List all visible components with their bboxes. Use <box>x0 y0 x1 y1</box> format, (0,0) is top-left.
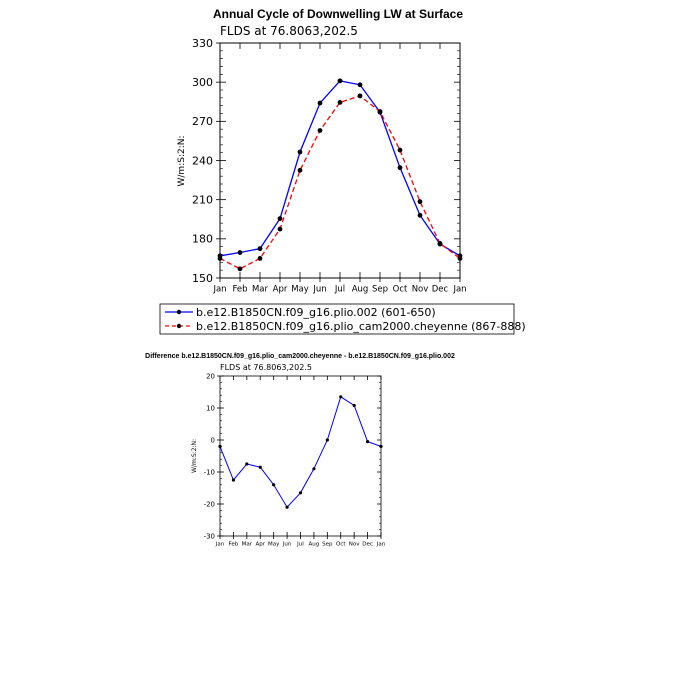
main-chart-xtick-label: Mar <box>252 285 269 295</box>
difference-chart-ytick-label: 10 <box>206 404 215 412</box>
difference-chart-series-1-point <box>231 478 236 482</box>
difference-chart-series-1-point <box>379 444 383 448</box>
main-chart-ytick-label: 300 <box>192 76 213 89</box>
difference-chart-frame <box>219 375 382 537</box>
difference-chart-xtick-label: Jun <box>282 542 292 548</box>
main-chart-subtitle: FLDS at 76.8063,202.5 <box>220 24 358 38</box>
difference-chart-subtitle: FLDS at 76.8063,202.5 <box>220 363 312 372</box>
difference-chart-xtick-label: Jan <box>376 542 386 548</box>
main-chart-ytick-label: 210 <box>192 194 213 207</box>
main-chart-series-1-point <box>417 212 423 218</box>
difference-chart-series-1-point <box>245 462 249 466</box>
main-chart-xtick-label: May <box>291 285 309 295</box>
main-chart-series-line-2 <box>219 95 461 270</box>
main-chart-series-1-point <box>277 216 283 221</box>
difference-chart-series-1-point <box>365 440 370 444</box>
main-chart-ylabel: W/m:S:2:N: <box>177 136 187 187</box>
difference-chart-ytick-label: -30 <box>204 532 215 540</box>
main-chart-xtick-label: Feb <box>232 285 247 295</box>
difference-chart-series-1-point <box>312 467 316 471</box>
difference-chart-xtick-label: Jul <box>296 542 304 548</box>
difference-chart-xtick-label: Aug <box>309 542 320 548</box>
difference-chart-xtick-label: Dec <box>362 542 373 548</box>
difference-chart-series-1-point <box>218 444 222 448</box>
main-chart-ytick-label: 180 <box>192 233 213 246</box>
main-chart-series-1-point <box>257 246 263 252</box>
main-chart-series-2-point <box>277 226 283 232</box>
difference-chart-series-1-point <box>339 395 343 399</box>
main-chart-series-2-point <box>457 256 463 261</box>
main-chart-series-1-point <box>317 100 323 106</box>
difference-chart-ytick-label: 20 <box>206 372 215 380</box>
main-chart-frame <box>219 42 461 279</box>
main-chart-series-2-point <box>317 128 323 133</box>
main-chart-series-2-point <box>397 147 403 153</box>
main-chart-title: Annual Cycle of Downwelling LW at Surfac… <box>213 7 463 21</box>
main-chart-ytick-label: 330 <box>192 37 213 50</box>
legend-box <box>159 303 515 335</box>
main-chart-xtick-label: Jan <box>212 285 226 295</box>
legend-marker-series-1 <box>176 309 182 315</box>
difference-chart-series-1-point <box>285 505 289 509</box>
difference-chart: Difference b.e12.B1850CN.f09_g16.plio_ca… <box>145 353 455 548</box>
difference-chart-xtick-label: Sep <box>322 542 333 548</box>
main-chart: Annual Cycle of Downwelling LW at Surfac… <box>159 7 526 335</box>
main-chart-ytick-label: 270 <box>192 115 213 128</box>
difference-chart-xtick-label: Apr <box>255 542 265 548</box>
legend-label-series-1: b.e12.B1850CN.f09_g16.plio.002 (601-650) <box>196 306 436 319</box>
main-chart-series-1-point <box>397 165 403 171</box>
main-chart-series-2-point <box>417 199 423 205</box>
main-chart-series-2-point <box>217 256 223 261</box>
main-chart-xtick-label: Apr <box>273 285 288 295</box>
difference-chart-xtick-label: Mar <box>242 542 253 548</box>
difference-chart-series-1-point <box>272 483 276 487</box>
main-chart-xtick-label: Aug <box>352 285 369 295</box>
main-chart-series-2-point <box>357 93 363 99</box>
main-chart-xtick-label: Jan <box>452 285 466 295</box>
main-chart-series-1-point <box>337 78 343 84</box>
main-chart-xtick-label: Oct <box>393 285 408 295</box>
main-chart-series-2-point <box>377 109 383 114</box>
main-chart-series-2-point <box>297 167 303 173</box>
main-chart-xtick-label: Jul <box>334 285 345 295</box>
difference-chart-xtick-label: Feb <box>229 542 239 548</box>
legend: b.e12.B1850CN.f09_g16.plio.002 (601-650)… <box>159 303 526 335</box>
main-chart-ytick-label: 240 <box>192 154 213 167</box>
difference-chart-series-1-point <box>298 491 303 495</box>
difference-chart-title: Difference b.e12.B1850CN.f09_g16.plio_ca… <box>145 353 455 360</box>
difference-chart-ytick-label: -10 <box>204 468 215 476</box>
main-chart-series-2-point <box>257 256 263 261</box>
difference-chart-xtick-label: Jan <box>215 542 225 548</box>
legend-marker-series-2 <box>176 323 182 329</box>
main-chart-xtick-label: Dec <box>432 285 449 295</box>
main-chart-series-line-1 <box>219 80 461 257</box>
difference-chart-series-1-point <box>258 465 262 469</box>
main-chart-series-2-point <box>437 241 443 246</box>
difference-chart-series-1-point <box>352 403 356 408</box>
main-chart-series-2-point <box>337 100 343 105</box>
difference-chart-series-line-1 <box>219 396 382 509</box>
difference-chart-ytick-label: -20 <box>204 500 215 508</box>
difference-chart-xtick-label: Nov <box>349 542 360 548</box>
main-chart-xtick-label: Jun <box>312 285 326 295</box>
difference-chart-xtick-label: May <box>268 542 280 548</box>
main-chart-series-1-point <box>297 149 303 155</box>
difference-chart-ylabel: W/m:S:2:N: <box>191 439 198 473</box>
difference-chart-xtick-label: Oct <box>336 542 346 548</box>
main-chart-ytick-label: 150 <box>192 272 213 285</box>
legend-label-series-2: b.e12.B1850CN.f09_g16.plio_cam2000.cheye… <box>196 320 526 333</box>
main-chart-series-2-point <box>237 266 243 272</box>
difference-chart-series-1-point <box>325 438 329 442</box>
main-chart-series-1-point <box>237 250 243 255</box>
main-chart-xtick-label: Nov <box>412 285 429 295</box>
main-chart-xtick-label: Sep <box>372 285 388 295</box>
main-chart-series-1-point <box>357 82 363 88</box>
difference-chart-ytick-label: 0 <box>211 436 215 444</box>
